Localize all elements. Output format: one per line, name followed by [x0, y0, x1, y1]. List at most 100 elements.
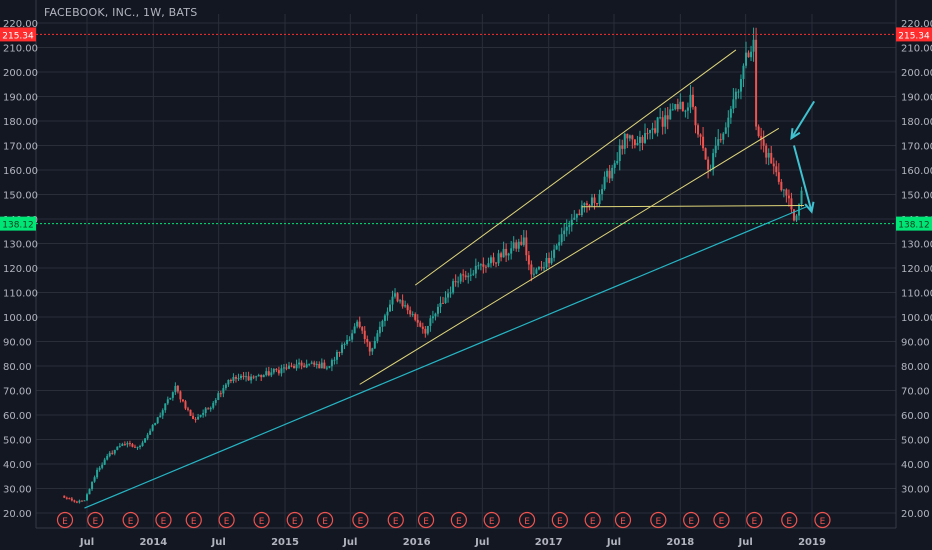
price-label-box	[896, 216, 932, 231]
candle	[641, 135, 644, 151]
candle	[669, 103, 672, 120]
candle-body	[785, 189, 788, 196]
earnings-marker[interactable]: E	[87, 511, 104, 529]
candle	[219, 390, 222, 398]
y-tick-label-left: 210.00	[3, 44, 38, 55]
arrow-toward-channel[interactable]	[790, 100, 816, 141]
y-tick-label-left: 190.00	[3, 93, 38, 104]
candle	[401, 294, 404, 309]
earnings-marker[interactable]: E	[614, 511, 632, 529]
y-tick-label-left: 130.00	[3, 240, 38, 251]
earnings-marker[interactable]: E	[814, 511, 831, 529]
candle-body	[383, 315, 386, 321]
candle	[101, 462, 104, 470]
earnings-marker[interactable]: E	[781, 511, 798, 529]
candle	[123, 441, 126, 446]
earnings-marker-label: E	[786, 517, 792, 527]
candle-body	[431, 316, 434, 319]
candle-body	[315, 363, 318, 365]
earnings-marker[interactable]: E	[352, 511, 369, 529]
earnings-marker[interactable]: E	[518, 511, 536, 529]
candle	[601, 184, 604, 201]
candle-body	[686, 107, 689, 111]
channel-lower-line[interactable]	[359, 127, 780, 385]
candle-body	[197, 416, 200, 420]
earnings-marker[interactable]: E	[417, 511, 435, 529]
candle	[416, 314, 419, 327]
earnings-marker-label: E	[655, 517, 661, 527]
earnings-marker[interactable]: E	[713, 511, 730, 529]
earnings-marker[interactable]: E	[316, 511, 334, 529]
candle	[96, 467, 99, 479]
candle-body	[399, 300, 402, 302]
candle-body	[464, 275, 467, 278]
y-tick-label-left: 120.00	[3, 264, 38, 275]
candle-body	[186, 408, 189, 410]
earnings-marker[interactable]: E	[155, 511, 172, 529]
trend-line[interactable]	[84, 206, 807, 509]
candle-body	[358, 321, 361, 328]
earnings-marker[interactable]: E	[122, 511, 139, 529]
earnings-marker[interactable]: E	[483, 511, 500, 529]
earnings-marker[interactable]: E	[551, 511, 568, 529]
earnings-marker[interactable]: E	[683, 511, 700, 529]
earnings-marker[interactable]: E	[387, 511, 404, 529]
earnings-marker[interactable]: E	[650, 511, 667, 529]
candle-body	[262, 375, 265, 378]
candle	[272, 367, 275, 375]
candle	[267, 366, 270, 377]
support-line[interactable]	[581, 205, 805, 208]
candle-body	[295, 364, 298, 369]
earnings-marker[interactable]: E	[253, 511, 270, 529]
candle	[732, 87, 735, 114]
x-tick-label: Jul	[737, 537, 752, 548]
candle	[118, 443, 121, 448]
candle-body	[575, 213, 578, 218]
earnings-marker-circle	[746, 511, 763, 529]
candle	[287, 361, 290, 370]
candle-body	[103, 459, 106, 465]
candle-body	[277, 370, 280, 374]
earnings-marker[interactable]: E	[450, 511, 467, 529]
candle-body	[416, 319, 419, 323]
candle	[699, 133, 702, 146]
candle	[469, 268, 472, 282]
candle	[719, 133, 722, 143]
candle	[613, 160, 616, 174]
earnings-marker[interactable]: E	[746, 511, 763, 529]
earnings-marker-circle	[218, 511, 235, 529]
candle	[770, 145, 773, 164]
arrow-down[interactable]	[792, 145, 815, 214]
candle	[351, 329, 354, 343]
candle-body	[192, 415, 195, 419]
candle-body	[601, 189, 604, 195]
candle	[477, 261, 480, 270]
earnings-marker[interactable]: E	[286, 511, 303, 529]
arrow-head	[804, 201, 815, 214]
candle-body	[598, 194, 601, 204]
candle	[308, 363, 311, 367]
earnings-marker[interactable]: E	[56, 511, 74, 529]
channel-upper-line[interactable]	[414, 49, 737, 286]
candle-body	[328, 366, 331, 368]
candle-body	[782, 189, 785, 191]
candle-body	[590, 197, 593, 206]
earnings-marker-label: E	[688, 517, 694, 527]
candle	[575, 213, 578, 222]
price-label-box	[896, 27, 932, 42]
earnings-marker-circle	[352, 511, 369, 529]
candle	[474, 258, 477, 279]
candle-body	[429, 318, 432, 326]
candle	[164, 403, 167, 413]
earnings-marker-label: E	[322, 517, 328, 527]
candle	[656, 116, 659, 137]
earnings-marker[interactable]: E	[218, 511, 235, 529]
earnings-marker[interactable]: E	[185, 511, 202, 529]
candle-body	[113, 449, 116, 454]
candle	[293, 363, 296, 369]
x-tick-label: Jul	[211, 537, 226, 548]
earnings-marker[interactable]: E	[584, 511, 601, 529]
y-tick-label-left: 70.00	[3, 387, 32, 398]
